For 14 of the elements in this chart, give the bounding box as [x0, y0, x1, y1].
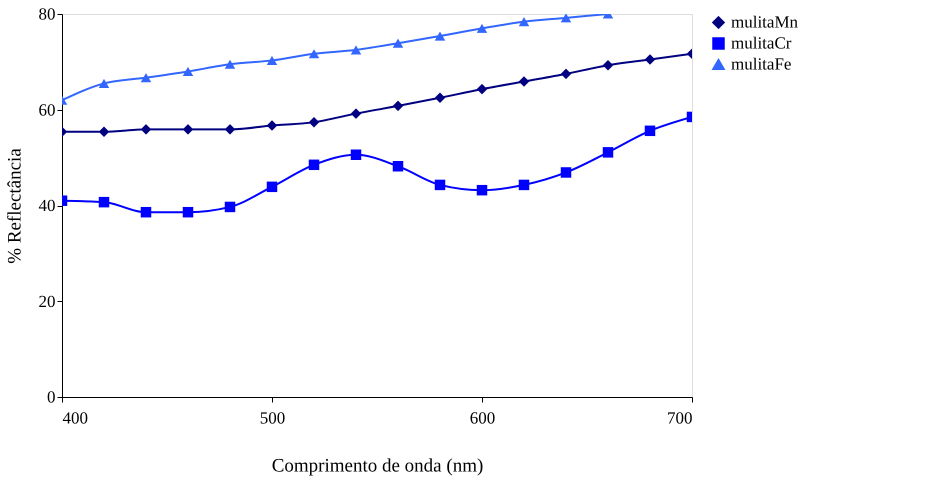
- y-tick-label: 20: [38, 292, 56, 311]
- y-tick-label: 0: [47, 388, 56, 406]
- y-tick-label: 80: [38, 4, 56, 24]
- legend-label: mulitaMn: [731, 12, 799, 32]
- x-tick-label: 500: [260, 408, 286, 428]
- legend-label: mulitaCr: [731, 34, 792, 52]
- legend-label: mulitaFe: [731, 54, 792, 74]
- x-tick-label: 700: [667, 408, 692, 428]
- x-tick-label: 600: [470, 408, 496, 428]
- y-axis-title: % Reflectância: [4, 148, 26, 264]
- y-tick-label: 60: [38, 100, 56, 120]
- y-tick-label: 40: [38, 196, 56, 215]
- x-axis-title: Comprimento de onda (nm): [272, 456, 484, 476]
- x-tick-label: 400: [62, 408, 88, 428]
